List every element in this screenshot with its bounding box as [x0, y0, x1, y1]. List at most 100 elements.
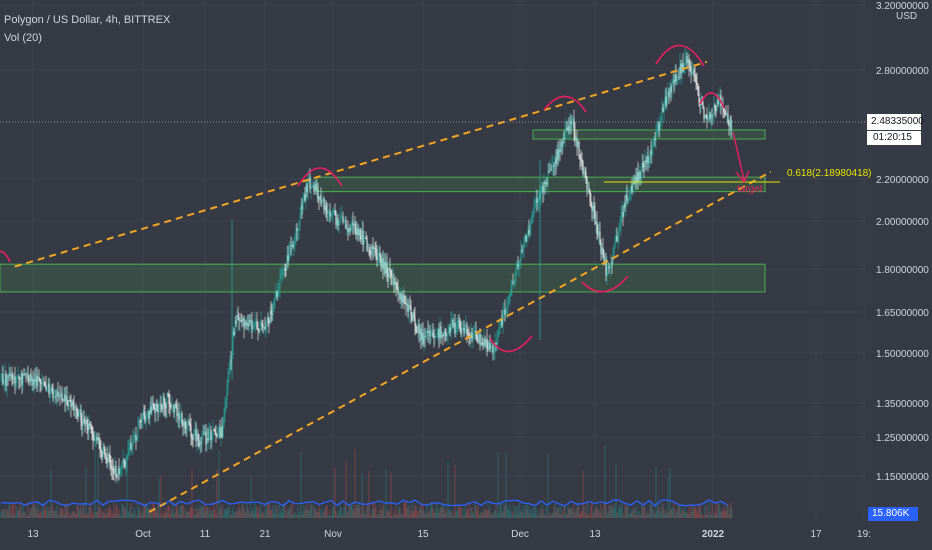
- candle-body: [631, 185, 633, 192]
- volume-bar: [385, 469, 387, 518]
- candle-body: [215, 431, 217, 436]
- volume-bar: [318, 503, 320, 518]
- volume-bar: [641, 502, 643, 518]
- volume-bar: [658, 506, 660, 518]
- volume-bar: [221, 504, 223, 518]
- candle-body: [695, 75, 697, 83]
- volume-bar: [4, 514, 6, 518]
- volume-bar: [60, 509, 62, 518]
- volume-bar: [52, 507, 54, 518]
- candle-body: [424, 335, 426, 337]
- time-axis[interactable]: 13 Oct 11 21 Nov 15 Dec 13 2022 17 19:: [27, 529, 871, 540]
- volume-bar: [24, 511, 26, 518]
- candle-body: [550, 169, 552, 171]
- volume-bar: [433, 511, 435, 518]
- volume-bar: [561, 510, 563, 518]
- volume-bar: [317, 512, 319, 518]
- candle-body: [271, 313, 273, 315]
- volume-bar: [277, 514, 279, 518]
- candle-body: [169, 404, 171, 406]
- candle-body: [395, 281, 397, 287]
- volume-bar: [348, 504, 350, 518]
- candle-body: [602, 247, 604, 256]
- candle-body: [409, 305, 411, 307]
- candle-body: [21, 373, 23, 385]
- candle-body: [661, 107, 663, 122]
- volume-bar: [580, 512, 582, 518]
- candle-body: [579, 156, 581, 159]
- candle-body: [293, 242, 295, 248]
- candle-body: [460, 328, 462, 335]
- volume-bar: [537, 510, 539, 518]
- candle-body: [706, 115, 708, 120]
- candle-body: [596, 221, 598, 234]
- candle-body: [36, 375, 38, 386]
- candle-body: [643, 166, 645, 168]
- candle-body: [238, 317, 240, 321]
- volume-bar: [204, 512, 206, 518]
- price-axis[interactable]: 3.200000002.800000002.200000002.00000000…: [876, 1, 929, 483]
- volume-bar: [665, 509, 667, 518]
- volume-bar: [231, 510, 233, 518]
- candle-body: [200, 442, 202, 444]
- volume-bar: [719, 507, 721, 518]
- volume-value-tag: 15.806K: [868, 507, 918, 521]
- volume-bar: [2, 509, 4, 518]
- candle-body: [29, 373, 31, 382]
- volume-bar: [25, 514, 27, 518]
- candle-body: [462, 327, 464, 329]
- candle-body: [491, 346, 493, 348]
- volume-bar: [155, 507, 157, 518]
- candle-body: [247, 323, 249, 327]
- candle-body: [181, 413, 183, 423]
- volume-bar: [723, 506, 725, 518]
- target-label: target: [737, 184, 763, 195]
- candle-body: [708, 112, 710, 118]
- candle-body: [12, 378, 14, 380]
- volume-bar: [13, 514, 15, 518]
- volume-bar: [329, 509, 331, 518]
- volume-bar: [485, 511, 487, 518]
- candle-body: [721, 105, 723, 107]
- swing-arc: [655, 44, 705, 67]
- volume-bar: [478, 514, 480, 518]
- candle-body: [162, 396, 164, 410]
- volume-bar: [543, 513, 545, 518]
- candle-body: [229, 360, 231, 374]
- volume-bar: [103, 511, 105, 518]
- volume-bar: [211, 513, 213, 518]
- candle-body: [446, 335, 448, 337]
- candle-body: [329, 211, 331, 217]
- volume-bar: [506, 504, 508, 518]
- candle-body: [692, 70, 694, 72]
- candle-body: [186, 422, 188, 429]
- candle-body: [68, 400, 70, 407]
- candle-body: [129, 443, 131, 449]
- volume-bar: [446, 511, 448, 518]
- volume-bar: [627, 505, 629, 518]
- volume-bar: [518, 503, 520, 518]
- candle-body: [481, 342, 483, 344]
- volume-bar: [128, 511, 130, 518]
- candle-body: [11, 374, 13, 379]
- volume-bar: [216, 468, 218, 518]
- volume-bar: [480, 511, 482, 518]
- candle-body: [345, 220, 347, 229]
- volume-bar: [406, 507, 408, 518]
- candle-body: [510, 288, 512, 296]
- volume-bar: [209, 510, 211, 518]
- volume-indicator-title[interactable]: Vol (20): [4, 32, 42, 44]
- candle-body: [172, 405, 174, 407]
- volume-bar: [467, 509, 469, 518]
- volume-bar: [203, 504, 205, 518]
- volume-bar: [532, 507, 534, 518]
- candle-body: [591, 205, 593, 212]
- volume-bar: [175, 506, 177, 518]
- volume-bar: [174, 512, 176, 518]
- candle-body: [362, 230, 364, 245]
- candle-body: [359, 229, 361, 237]
- candle-body: [375, 249, 377, 254]
- projection-arrow-head: [735, 170, 750, 184]
- volume-bar: [140, 512, 142, 518]
